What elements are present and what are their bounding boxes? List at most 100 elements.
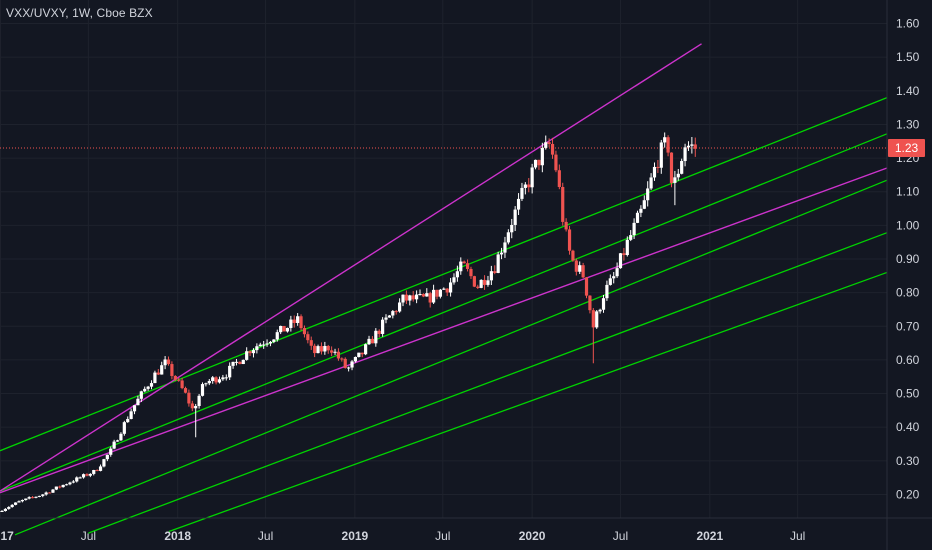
candle — [92, 469, 96, 476]
candle — [622, 247, 626, 261]
trend-line — [0, 43, 702, 492]
candle-body — [214, 377, 218, 383]
candle-body — [656, 166, 660, 168]
candle-body — [370, 338, 375, 344]
symbol-title: VXX/UVXY, 1W, Cboe BZX — [6, 6, 153, 20]
candle — [112, 439, 116, 450]
candle-body — [238, 361, 242, 365]
candle — [194, 403, 198, 438]
candle — [241, 359, 245, 365]
candle — [513, 206, 517, 232]
y-tick-label: 0.50 — [896, 387, 920, 401]
candle-body — [513, 209, 517, 225]
candle — [364, 343, 368, 356]
candle — [64, 483, 69, 486]
candle — [173, 375, 177, 382]
candle-body — [489, 271, 493, 281]
candle — [615, 262, 619, 278]
candle — [343, 357, 347, 369]
candle-body — [95, 470, 99, 472]
candle — [61, 484, 65, 488]
candle — [469, 266, 473, 279]
candle — [357, 352, 361, 358]
candle — [666, 135, 670, 157]
candle — [316, 344, 320, 354]
candle-body — [34, 496, 38, 498]
candle-body — [398, 302, 402, 312]
candle — [676, 168, 680, 181]
candle-body — [255, 346, 259, 351]
candle — [370, 336, 375, 344]
candle-body — [27, 497, 31, 499]
candle — [323, 341, 327, 355]
candle — [479, 279, 483, 289]
candle — [499, 247, 504, 260]
candle-body — [194, 406, 198, 409]
candle-body — [0, 511, 4, 513]
candle-body — [47, 492, 52, 494]
candle — [285, 327, 290, 333]
candle — [472, 275, 476, 288]
candle — [459, 257, 463, 275]
candle — [557, 164, 561, 190]
candle — [13, 502, 18, 506]
candle — [435, 289, 439, 300]
y-tick-label: 1.10 — [896, 185, 920, 199]
candle — [146, 385, 150, 391]
candle-body — [595, 311, 599, 328]
candle-body — [533, 159, 538, 168]
candle-body — [465, 263, 470, 269]
candle — [353, 356, 358, 363]
candle — [119, 432, 123, 441]
candle-body — [248, 351, 252, 354]
candle — [217, 376, 222, 384]
candle-body — [455, 271, 459, 278]
candle-body — [265, 343, 269, 345]
candle — [387, 315, 392, 318]
y-tick-label: 0.90 — [896, 252, 920, 266]
candle — [605, 280, 609, 301]
candle-body — [160, 365, 164, 375]
candle — [20, 499, 24, 503]
candle-body — [421, 294, 425, 297]
candle-body — [211, 377, 215, 382]
y-tick-label: 0.40 — [896, 420, 920, 434]
candle-body — [554, 154, 558, 171]
candle — [360, 352, 364, 358]
candle — [347, 366, 351, 372]
candle-body — [173, 375, 177, 380]
y-tick-label: 1.00 — [896, 218, 920, 232]
candle-body — [663, 137, 667, 143]
candle — [442, 287, 446, 290]
candle-body — [693, 144, 697, 149]
candle — [520, 182, 524, 201]
y-tick-label: 1.30 — [896, 117, 920, 131]
candle-body — [350, 361, 354, 368]
candle — [496, 251, 500, 274]
candle — [10, 504, 14, 508]
candle — [190, 400, 194, 412]
candle-body — [17, 501, 21, 503]
candle-body — [268, 341, 273, 344]
candle-body — [81, 474, 86, 478]
candle — [673, 170, 677, 206]
candle-body — [58, 486, 62, 488]
candle — [418, 289, 422, 296]
candle — [523, 182, 527, 195]
candle-body — [44, 492, 48, 495]
candle — [228, 362, 232, 380]
candle — [394, 309, 398, 315]
candle-body — [394, 311, 398, 313]
candle — [95, 469, 99, 472]
candle — [381, 317, 385, 337]
candle — [163, 356, 167, 370]
candle-body — [632, 222, 636, 236]
candle — [635, 210, 640, 224]
candle — [567, 225, 572, 255]
candle-body — [333, 351, 337, 353]
candle — [75, 476, 79, 483]
candle — [669, 152, 674, 188]
candle-body — [540, 147, 544, 166]
candle — [649, 173, 653, 191]
